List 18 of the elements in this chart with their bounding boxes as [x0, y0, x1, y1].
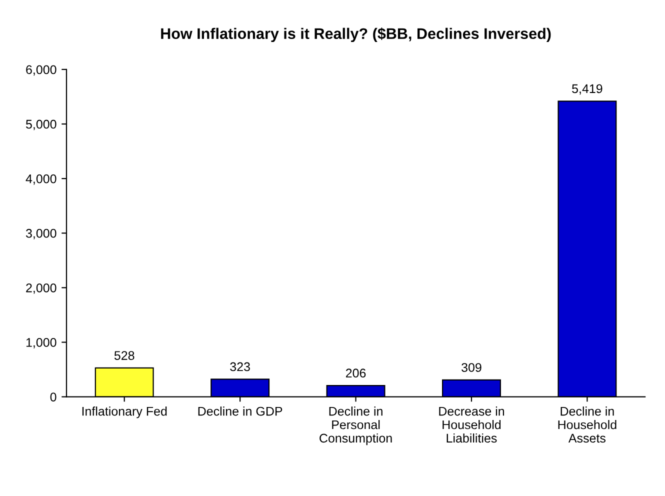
y-tick-label: 6,000 [26, 65, 56, 76]
x-tick-label: Decline in Household Assets [558, 406, 616, 443]
data-label: 309 [462, 363, 482, 372]
data-label: 206 [346, 368, 366, 378]
y-tick-label: 4,000 [26, 174, 56, 185]
x-tick-label: Decrease in Household Liabilities [439, 406, 504, 443]
data-label: 323 [230, 362, 250, 372]
x-tick-label: Decline in GDP [198, 406, 282, 416]
y-tick-label: 2,000 [26, 283, 56, 294]
y-tick-label: 1,000 [26, 338, 56, 348]
data-label: 5,419 [572, 84, 602, 95]
y-tick-label: 0 [50, 392, 56, 402]
data-label: 528 [114, 351, 134, 360]
x-tick-label: Inflationary Fed [82, 406, 167, 418]
y-tick-label: 3,000 [26, 228, 56, 240]
chart-title: How Inflationary is it Really? ($BB, Declines Inversed) [161, 28, 551, 42]
x-tick-label: Decline in Personal Consumption [320, 406, 392, 446]
y-tick-label: 5,000 [26, 120, 56, 130]
